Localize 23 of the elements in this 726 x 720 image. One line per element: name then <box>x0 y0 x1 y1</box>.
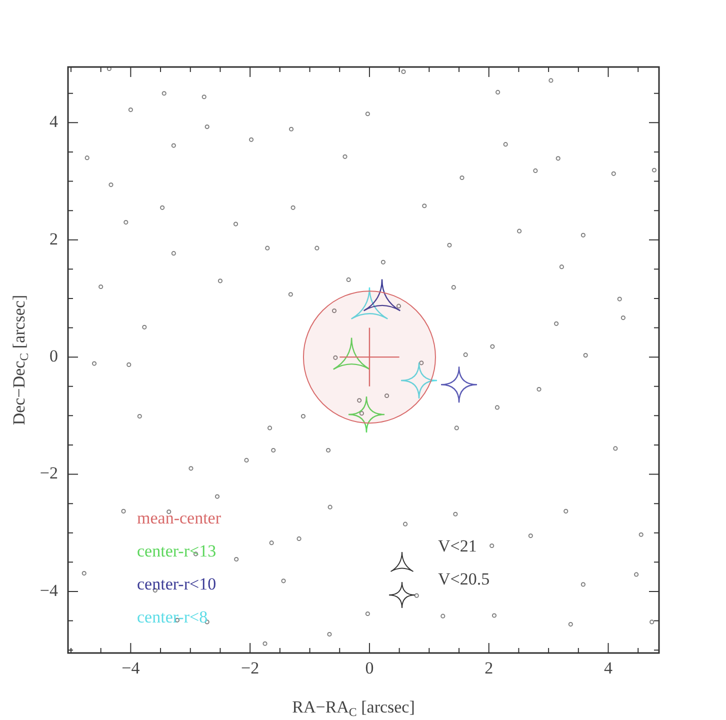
y-tick-label: −2 <box>40 464 58 483</box>
y-tick-label: 4 <box>50 112 58 132</box>
annotation: V<21 <box>438 536 477 556</box>
text: mean-center <box>137 508 222 528</box>
x-tick-label: 4 <box>604 658 614 678</box>
text: center-r<10 <box>137 574 216 594</box>
annotation: V<20.5 <box>438 569 490 588</box>
y-tick-label: 0 <box>50 346 58 366</box>
x-tick-label: 2 <box>484 658 494 678</box>
x-tick-label: 0 <box>365 658 374 678</box>
y-tick-label: −4 <box>40 580 58 600</box>
x-tick-label: −4 <box>122 658 140 678</box>
x-tick-label: −2 <box>241 658 260 678</box>
point <box>363 278 401 312</box>
text: center-r<13 <box>137 541 216 560</box>
point <box>400 362 438 400</box>
point <box>302 290 436 424</box>
y-axis-title: Dec−DecC [arcsec] <box>9 294 32 426</box>
y-tick-label: 2 <box>50 229 58 248</box>
point <box>350 286 388 320</box>
text: center-r<8 <box>137 607 208 626</box>
point <box>348 396 386 434</box>
point <box>440 366 478 404</box>
